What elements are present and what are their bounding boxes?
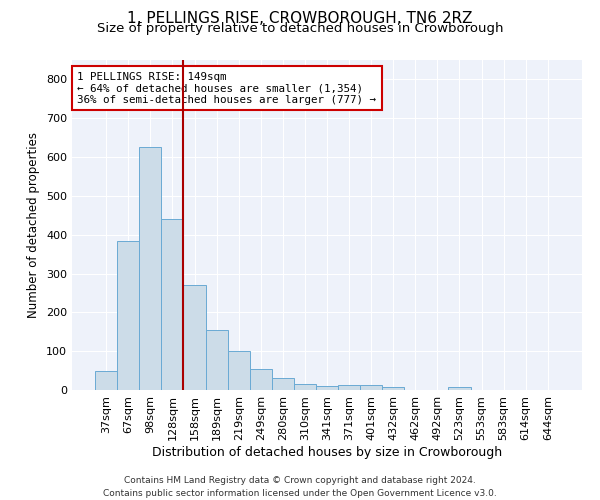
Bar bbox=[382, 388, 404, 390]
Bar bbox=[360, 386, 382, 390]
Text: Size of property relative to detached houses in Crowborough: Size of property relative to detached ho… bbox=[97, 22, 503, 35]
Bar bbox=[272, 378, 294, 390]
Bar bbox=[206, 330, 227, 390]
Bar bbox=[294, 384, 316, 390]
Bar bbox=[448, 387, 470, 390]
Bar bbox=[117, 240, 139, 390]
Bar bbox=[95, 370, 117, 390]
Bar bbox=[184, 285, 206, 390]
Text: 1, PELLINGS RISE, CROWBOROUGH, TN6 2RZ: 1, PELLINGS RISE, CROWBOROUGH, TN6 2RZ bbox=[127, 11, 473, 26]
Bar bbox=[227, 351, 250, 390]
Bar bbox=[139, 148, 161, 390]
Bar bbox=[338, 385, 360, 390]
Bar bbox=[161, 219, 184, 390]
X-axis label: Distribution of detached houses by size in Crowborough: Distribution of detached houses by size … bbox=[152, 446, 502, 458]
Bar bbox=[316, 386, 338, 390]
Y-axis label: Number of detached properties: Number of detached properties bbox=[28, 132, 40, 318]
Text: Contains HM Land Registry data © Crown copyright and database right 2024.
Contai: Contains HM Land Registry data © Crown c… bbox=[103, 476, 497, 498]
Bar bbox=[250, 368, 272, 390]
Text: 1 PELLINGS RISE: 149sqm
← 64% of detached houses are smaller (1,354)
36% of semi: 1 PELLINGS RISE: 149sqm ← 64% of detache… bbox=[77, 72, 376, 105]
